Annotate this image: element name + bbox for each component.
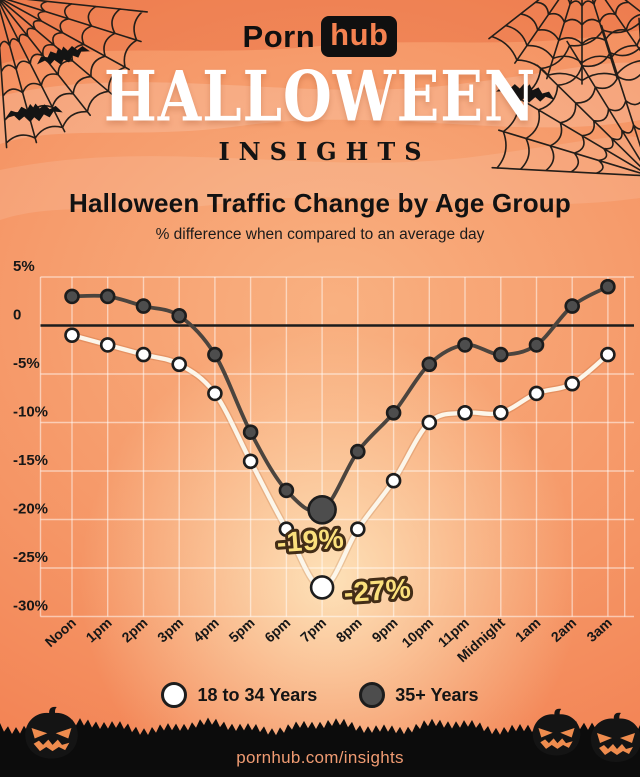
data-point: [64, 327, 80, 343]
grass-silhouette: [0, 717, 640, 777]
data-point: [171, 308, 187, 324]
x-tick-label: 10pm: [398, 614, 436, 650]
x-tick-label: 4pm: [190, 614, 222, 645]
highlight-data-point: [307, 494, 337, 525]
x-tick-label: 3am: [583, 614, 615, 645]
data-point: [349, 443, 366, 460]
footer-grass-graphic: [0, 706, 640, 777]
logo-suffix-text: hub: [330, 17, 389, 52]
data-point: [564, 375, 581, 392]
pornhub-logo: Porn hub: [0, 16, 640, 57]
pumpkin-icon: [532, 708, 581, 756]
y-tick-label: 5%: [13, 258, 35, 275]
data-point: [207, 385, 223, 402]
y-tick-label: 0: [13, 307, 21, 324]
data-point: [99, 288, 116, 305]
data-point: [207, 346, 223, 363]
pumpkin-icon: [590, 712, 640, 762]
highlight-data-point: [309, 575, 335, 600]
y-tick-label: -5%: [13, 355, 40, 372]
logo-prefix-text: Porn: [242, 18, 316, 54]
data-point: [135, 298, 152, 314]
data-point: [242, 453, 259, 470]
pumpkin-icon: [25, 706, 78, 759]
chart-subtitle: % difference when compared to an average…: [155, 226, 485, 243]
series-line-35-plus: [70, 284, 610, 514]
x-tick-label: 3pm: [154, 614, 186, 645]
data-point: [528, 337, 545, 353]
data-point: [135, 346, 152, 363]
data-point: [64, 288, 80, 305]
data-point: [349, 521, 366, 538]
x-tick-label: 1am: [512, 614, 544, 645]
data-point: [600, 278, 616, 295]
x-tick-label: 5pm: [226, 614, 258, 645]
footer-url: pornhub.com/insights: [236, 748, 404, 767]
data-point: [385, 405, 402, 421]
x-tick-label: 2am: [548, 614, 580, 645]
data-point: [492, 405, 509, 421]
x-tick-label: 2pm: [118, 614, 150, 645]
x-tick-label: 6pm: [261, 614, 293, 645]
series-line-18-34: [69, 333, 611, 590]
annotation-label: -27%: [343, 573, 412, 609]
y-tick-label: -15%: [13, 452, 48, 469]
y-tick-label: -10%: [13, 404, 48, 421]
data-point: [528, 385, 545, 402]
chart-legend: 18 to 34 Years 35+ Years: [0, 682, 640, 708]
legend-label-35-plus: 35+ Years: [395, 684, 479, 705]
legend-label-18-34: 18 to 34 Years: [197, 684, 318, 705]
x-tick-label: 1pm: [83, 614, 115, 645]
data-point: [278, 521, 295, 538]
traffic-line-chart: 5% 0 -5% -10% -15% -20% -25% -30%Noon 1pm 2pm 3pm 4…: [13, 258, 634, 665]
data-point: [564, 298, 581, 314]
x-tick-label: 7pm: [297, 614, 329, 645]
legend-item-18-34: 18 to 34 Years: [161, 682, 317, 708]
data-point: [421, 414, 438, 431]
x-tick-label: 8pm: [333, 614, 365, 645]
x-tick-label: 9pm: [369, 614, 401, 645]
data-point: [492, 346, 509, 363]
data-point: [278, 482, 295, 499]
data-point: [421, 356, 438, 373]
y-tick-label: -20%: [13, 501, 48, 518]
x-tick-label: Noon: [42, 614, 79, 650]
data-point: [99, 337, 116, 353]
chart-title: Halloween Traffic Change by Age Group: [69, 188, 571, 218]
insights-subtitle: INSIGHTS: [218, 137, 431, 166]
annotation-label: -19%: [276, 523, 345, 559]
legend-item-35-plus: 35+ Years: [359, 682, 479, 708]
halloween-title: HALLOWEEN: [103, 55, 537, 138]
data-point: [600, 346, 616, 363]
legend-dot-35-plus-icon: [359, 682, 386, 708]
legend-dot-18-34-icon: [161, 682, 188, 708]
data-point: [242, 424, 259, 440]
y-tick-label: -25%: [13, 549, 48, 566]
data-point: [457, 405, 473, 421]
data-point: [457, 337, 473, 353]
logo-hub-box: hub: [321, 16, 398, 57]
y-tick-label: -30%: [13, 598, 48, 615]
footer: pornhub.com/insights: [0, 700, 640, 777]
data-point: [171, 356, 187, 373]
data-point: [385, 472, 402, 489]
